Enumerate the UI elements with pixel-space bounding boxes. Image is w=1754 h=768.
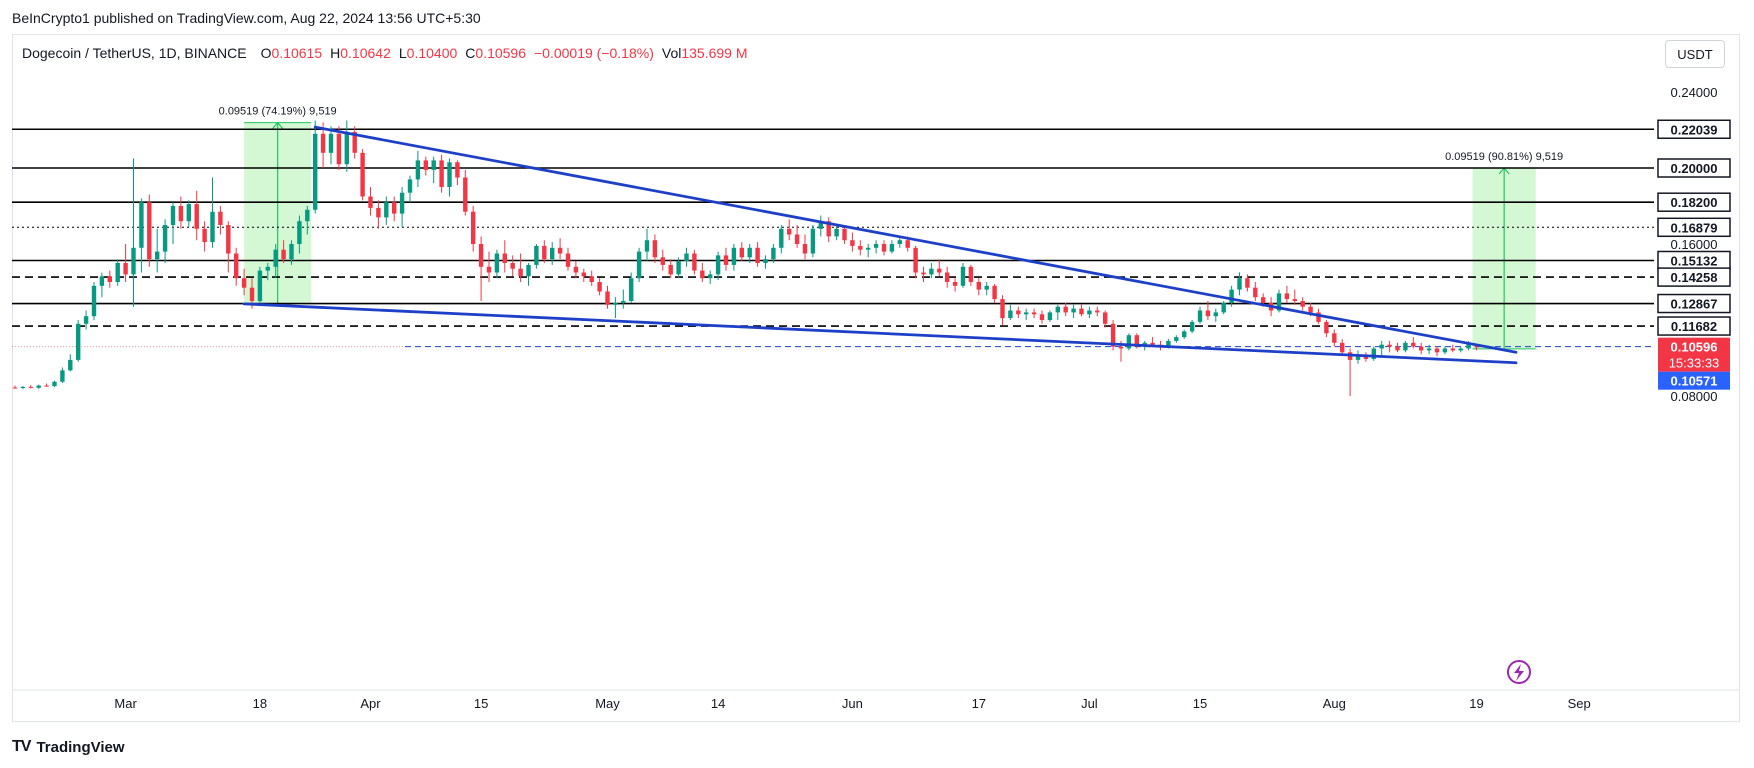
high-value: 0.10642 [340,45,391,61]
close-value: 0.10596 [475,45,526,61]
change-value: −0.00019 (−0.18%) [534,45,654,61]
close-label: C [465,45,476,61]
symbol-legend: Dogecoin / TetherUS, 1D, BINANCE O0.10615… [22,45,756,61]
low-label: L [398,45,407,61]
open-label: O [260,45,272,61]
publish-info: BeInCrypto1 published on TradingView.com… [12,10,481,26]
brand-name: TradingView [36,738,125,756]
currency-button[interactable]: USDT [1665,40,1725,68]
volume-value: 135.699 M [681,45,748,61]
chart-frame [12,34,1740,722]
low-value: 0.10400 [406,45,458,61]
high-label: H [330,45,341,61]
tradingview-logo[interactable]: TV TradingView [12,738,125,756]
tv-logo-icon: TV [12,738,31,755]
volume-label: Vol [661,45,682,61]
symbol-title[interactable]: Dogecoin / TetherUS, 1D, BINANCE [22,45,247,61]
open-value: 0.10615 [271,45,323,61]
